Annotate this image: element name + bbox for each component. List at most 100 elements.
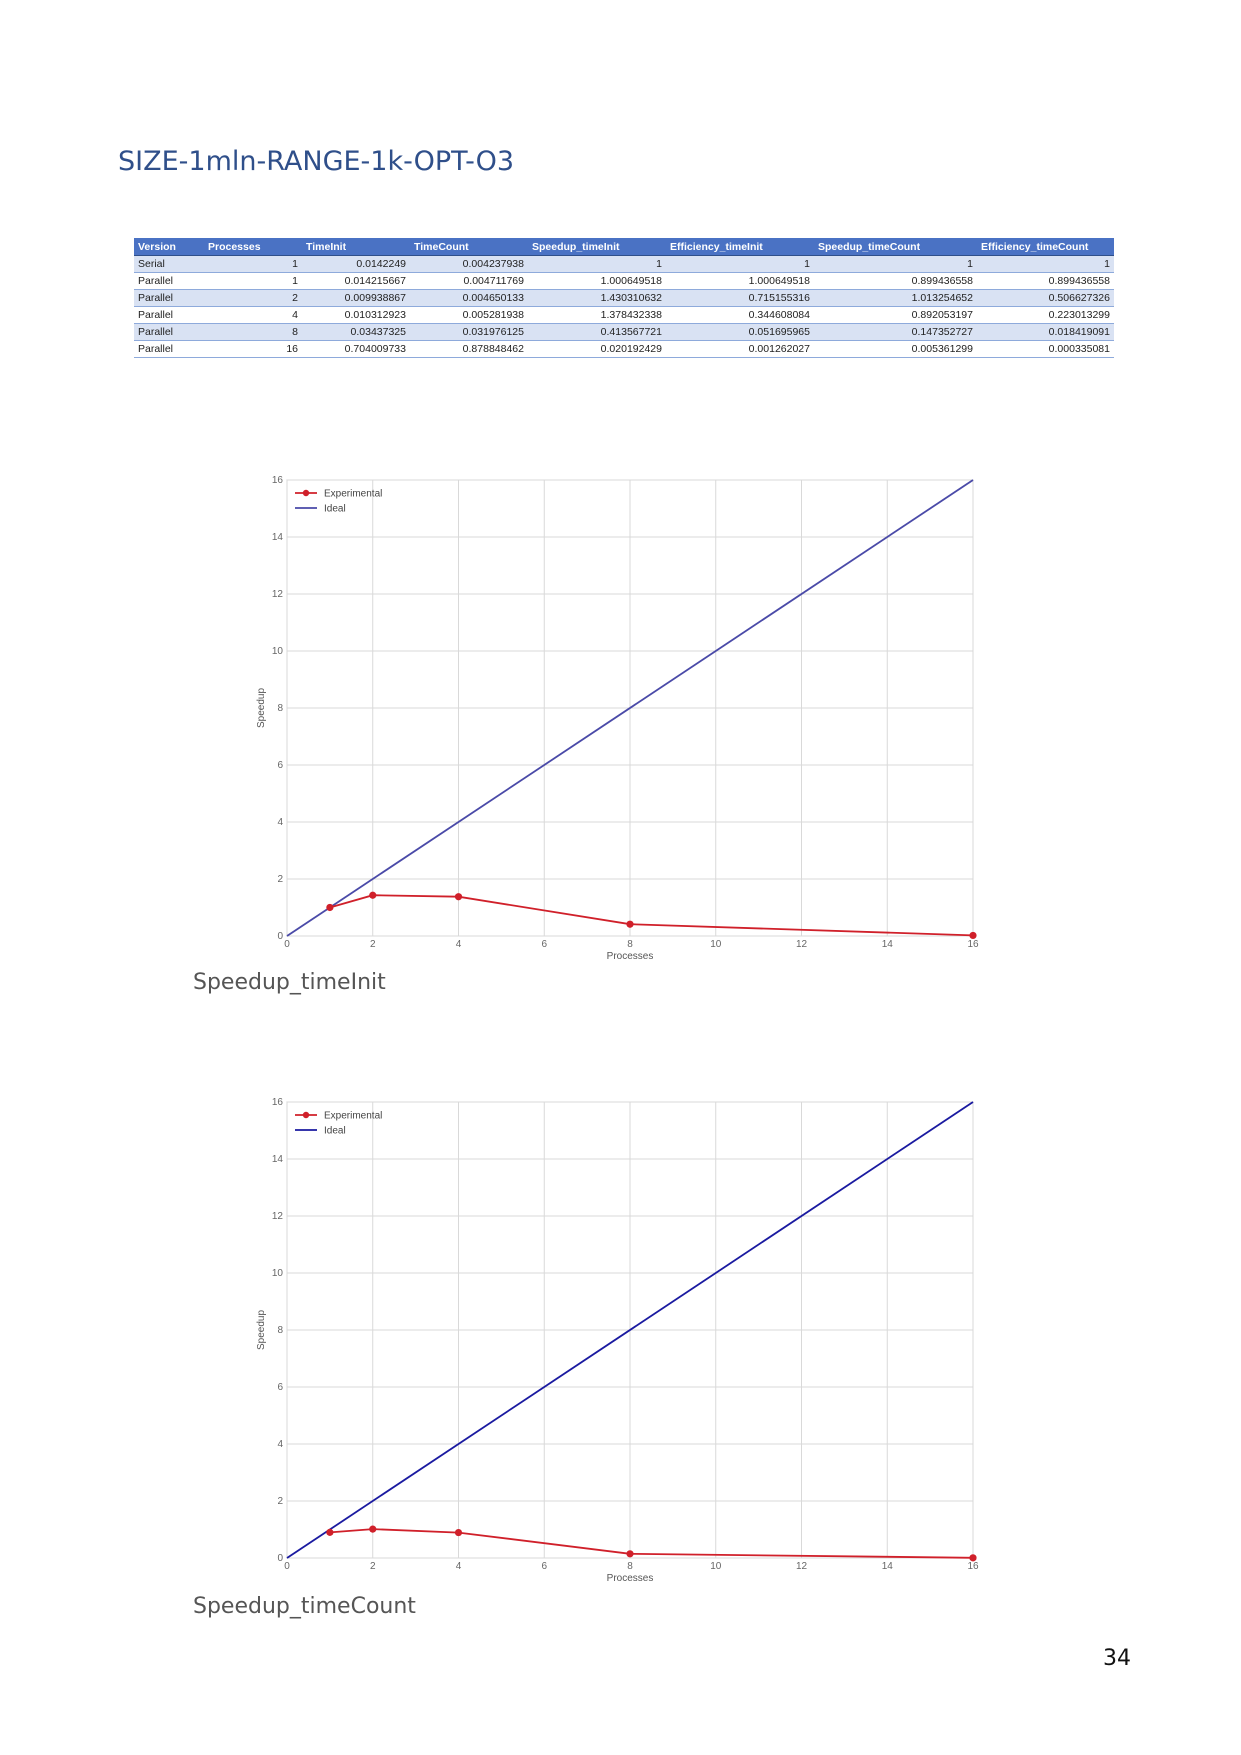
x-tick-label: 0 [284,939,290,950]
cell-efficiency-timeinit: 0.051695965 [666,323,814,341]
data-point [326,903,334,912]
x-tick-label: 10 [710,939,722,950]
cell-timecount: 0.878848462 [410,340,528,358]
series-line-ideal [286,479,974,937]
results-table: Version Processes TimeInit TimeCount Spe… [134,238,1114,358]
y-tick-label: 8 [277,1325,283,1336]
cell-speedup-timeinit: 1.430310632 [528,289,666,307]
cell-speedup-timecount: 0.892053197 [814,306,977,324]
y-tick-label: 6 [277,760,283,771]
header-speedup-timeinit: Speedup_timeInit [528,238,666,256]
table-header-row: Version Processes TimeInit TimeCount Spe… [134,238,1114,256]
y-tick-label: 4 [277,1439,283,1450]
chart-speedup-timeinit-svg: 0 2 4 6 8 10 12 14 16 0 2 4 6 8 10 12 14 16 Processes Speed… [256,475,979,962]
x-tick-label: 8 [627,939,633,950]
x-tick-label: 10 [710,1561,722,1572]
cell-version: Parallel [134,272,204,290]
page-title: SIZE-1mln-RANGE-1k-OPT-O3 [118,146,515,177]
cell-processes: 8 [204,323,302,341]
y-tick-label: 12 [272,589,284,600]
legend-label: Ideal [324,1126,346,1137]
x-tick-label: 4 [456,939,462,950]
chart-caption-timeinit: Speedup_timeInit [193,970,386,995]
y-tick-label: 16 [272,475,284,486]
x-axis-label: Processes [607,951,654,962]
chart-caption-timecount: Speedup_timeCount [193,1594,416,1619]
y-tick-label: 14 [272,532,284,543]
data-point [454,1528,463,1537]
chart-speedup-timecount-svg: 0 2 4 6 8 10 12 14 16 0 2 4 6 8 10 12 14 16 Processes Speed… [256,1097,979,1584]
cell-processes: 2 [204,289,302,307]
cell-efficiency-timecount: 0.018419091 [977,323,1114,341]
cell-efficiency-timecount: 0.506627326 [977,289,1114,307]
data-point [454,893,463,901]
cell-speedup-timeinit: 1.378432338 [528,306,666,324]
header-processes: Processes [204,238,302,256]
data-point [626,1550,634,1558]
header-version: Version [134,238,204,256]
cell-timeinit: 0.704009733 [302,340,410,358]
data-point [969,1554,977,1562]
y-tick-label: 2 [277,1496,283,1507]
x-tick-label: 2 [370,1561,376,1572]
cell-version: Serial [134,255,204,273]
cell-speedup-timeinit: 0.413567721 [528,323,666,341]
legend-label: Experimental [324,1111,382,1122]
x-tick-label: 16 [967,1561,979,1572]
x-tick-label: 0 [284,1561,290,1572]
cell-speedup-timeinit: 1.000649518 [528,272,666,290]
legend-label: Ideal [324,504,346,515]
cell-speedup-timecount: 0.005361299 [814,340,977,358]
series-line-ideal [286,1101,974,1559]
table-row: Parallel 2 0.009938867 0.004650133 1.4303106… [134,289,1114,307]
page-number: 34 [1103,1646,1131,1671]
cell-timecount: 0.004711769 [410,272,528,290]
x-axis-label: Processes [607,1573,654,1584]
y-tick-label: 0 [277,1553,283,1564]
data-point [369,891,377,899]
chart-speedup-timeinit: 0 2 4 6 8 10 12 14 16 0 2 4 6 8 10 12 14 16 Processes Speed… [250,468,1010,968]
cell-processes: 4 [204,306,302,324]
cell-timeinit: 0.0142249 [302,255,410,273]
cell-timeinit: 0.03437325 [302,323,410,341]
data-point [326,1528,334,1536]
cell-speedup-timecount: 1.013254652 [814,289,977,307]
chart-speedup-timecount: 0 2 4 6 8 10 12 14 16 0 2 4 6 8 10 12 14 16 Processes Speed… [250,1090,1010,1590]
cell-version: Parallel [134,306,204,324]
cell-efficiency-timecount: 0.223013299 [977,306,1114,324]
x-tick-label: 14 [882,939,894,950]
cell-timeinit: 0.009938867 [302,289,410,307]
data-point [369,1525,377,1533]
cell-speedup-timeinit: 1 [528,255,666,273]
cell-efficiency-timeinit: 0.715155316 [666,289,814,307]
legend-marker [302,1111,310,1119]
y-tick-label: 10 [272,646,284,657]
y-tick-label: 8 [277,703,283,714]
cell-timeinit: 0.010312923 [302,306,410,324]
y-tick-label: 14 [272,1154,284,1165]
cell-processes: 1 [204,272,302,290]
table-row: Parallel 1 0.014215667 0.004711769 1.0006495… [134,272,1114,290]
x-tick-label: 6 [541,939,547,950]
y-tick-label: 6 [277,1382,283,1393]
cell-speedup-timecount: 0.899436558 [814,272,977,290]
cell-efficiency-timeinit: 1 [666,255,814,273]
cell-efficiency-timecount: 1 [977,255,1114,273]
legend-marker [302,489,310,497]
x-tick-label: 12 [796,1561,808,1572]
data-point [626,920,634,928]
x-tick-label: 14 [882,1561,894,1572]
y-tick-label: 16 [272,1097,284,1108]
cell-version: Parallel [134,323,204,341]
cell-timecount: 0.031976125 [410,323,528,341]
cell-efficiency-timeinit: 1.000649518 [666,272,814,290]
table-row: Serial 1 0.0142249 0.004237938 1 1 1 1 [134,255,1114,273]
cell-timecount: 0.004650133 [410,289,528,307]
x-tick-label: 6 [541,1561,547,1572]
cell-timecount: 0.004237938 [410,255,528,273]
cell-processes: 16 [204,340,302,358]
cell-efficiency-timeinit: 0.001262027 [666,340,814,358]
cell-efficiency-timeinit: 0.344608084 [666,306,814,324]
x-tick-label: 16 [967,939,979,950]
y-tick-label: 10 [272,1268,284,1279]
